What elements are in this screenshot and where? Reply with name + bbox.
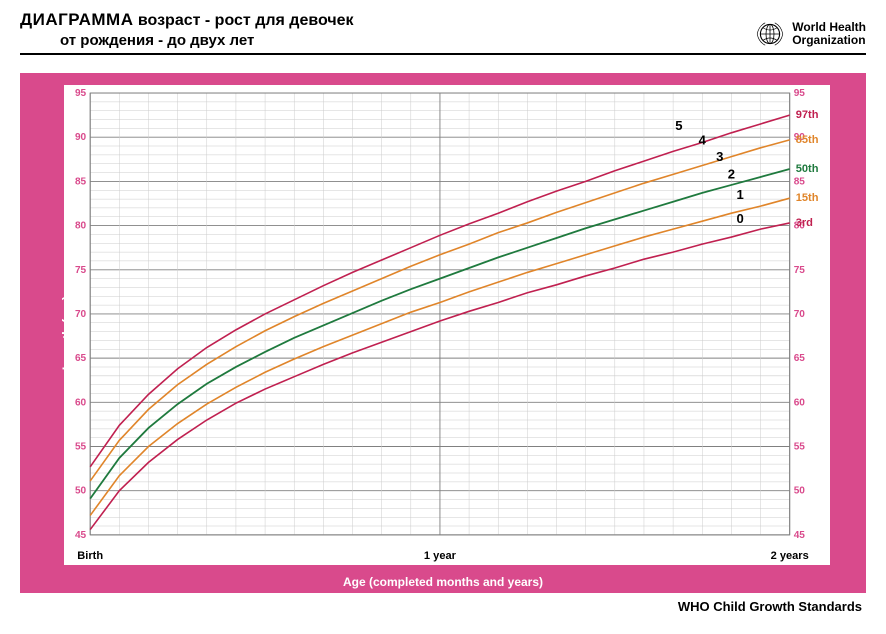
svg-text:2 years: 2 years (771, 550, 809, 562)
svg-text:65: 65 (75, 353, 87, 364)
svg-text:9: 9 (350, 539, 356, 550)
svg-text:1: 1 (736, 187, 743, 202)
svg-text:4: 4 (699, 132, 707, 147)
svg-text:1: 1 (466, 539, 472, 550)
svg-text:75: 75 (75, 265, 87, 276)
svg-text:85: 85 (75, 176, 87, 187)
svg-text:60: 60 (794, 397, 806, 408)
svg-text:7: 7 (641, 539, 647, 550)
svg-text:85th: 85th (796, 134, 819, 146)
chart-frame: Length (cm) Months Age (completed months… (20, 73, 866, 593)
svg-text:8: 8 (321, 539, 327, 550)
chart-svg: 4545505055556060656570707575808085859090… (64, 85, 830, 565)
svg-text:11: 11 (755, 539, 766, 550)
svg-text:2: 2 (495, 539, 501, 550)
svg-text:9: 9 (699, 539, 705, 550)
svg-text:3: 3 (175, 539, 181, 550)
svg-text:10: 10 (726, 539, 738, 550)
svg-text:8: 8 (670, 539, 676, 550)
svg-text:10: 10 (376, 539, 388, 550)
svg-text:0: 0 (736, 211, 743, 226)
svg-text:15th: 15th (796, 192, 819, 204)
svg-text:65: 65 (794, 353, 806, 364)
title-rest: возраст - рост для девочек (133, 12, 353, 29)
svg-text:55: 55 (794, 442, 806, 453)
svg-text:55: 55 (75, 442, 87, 453)
svg-text:3: 3 (716, 149, 723, 164)
svg-text:45: 45 (794, 530, 806, 541)
svg-text:50: 50 (794, 486, 806, 497)
svg-text:4: 4 (204, 539, 210, 550)
svg-text:50th: 50th (796, 163, 819, 175)
svg-text:6: 6 (262, 539, 268, 550)
svg-text:60: 60 (75, 397, 87, 408)
svg-text:97th: 97th (796, 109, 819, 121)
svg-text:2: 2 (728, 167, 735, 182)
svg-text:50: 50 (75, 486, 87, 497)
svg-text:95: 95 (794, 88, 806, 99)
svg-text:5: 5 (675, 118, 682, 133)
who-logo: World Health Organization (754, 18, 866, 50)
svg-text:11: 11 (406, 539, 417, 550)
svg-text:7: 7 (291, 539, 297, 550)
svg-text:5: 5 (233, 539, 239, 550)
svg-text:1: 1 (117, 539, 123, 550)
who-logo-text: World Health Organization (792, 21, 866, 47)
who-logo-icon (754, 18, 786, 50)
svg-text:6: 6 (612, 539, 618, 550)
title-prefix: ДИАГРАММА (20, 10, 133, 29)
svg-text:3: 3 (525, 539, 531, 550)
svg-text:3rd: 3rd (796, 217, 813, 229)
footer-note: WHO Child Growth Standards (0, 593, 886, 614)
header-underline (20, 53, 866, 55)
x-axis-label: Age (completed months and years) (343, 575, 543, 589)
svg-text:4: 4 (554, 539, 560, 550)
svg-text:90: 90 (75, 132, 87, 143)
title-line-2: от рождения - до двух лет (60, 32, 866, 49)
svg-text:95: 95 (75, 88, 87, 99)
svg-text:70: 70 (75, 309, 87, 320)
svg-text:70: 70 (794, 309, 806, 320)
header: ДИАГРАММА возраст - рост для девочек от … (0, 0, 886, 59)
svg-text:85: 85 (794, 176, 806, 187)
svg-text:5: 5 (583, 539, 589, 550)
svg-text:80: 80 (75, 221, 87, 232)
svg-text:Birth: Birth (77, 550, 103, 562)
svg-text:75: 75 (794, 265, 806, 276)
chart-plot-area: 4545505055556060656570707575808085859090… (64, 85, 830, 565)
svg-text:45: 45 (75, 530, 87, 541)
svg-text:1 year: 1 year (424, 550, 457, 562)
svg-text:2: 2 (146, 539, 152, 550)
title-line-1: ДИАГРАММА возраст - рост для девочек (20, 10, 866, 30)
who-logo-line2: Organization (792, 34, 866, 47)
